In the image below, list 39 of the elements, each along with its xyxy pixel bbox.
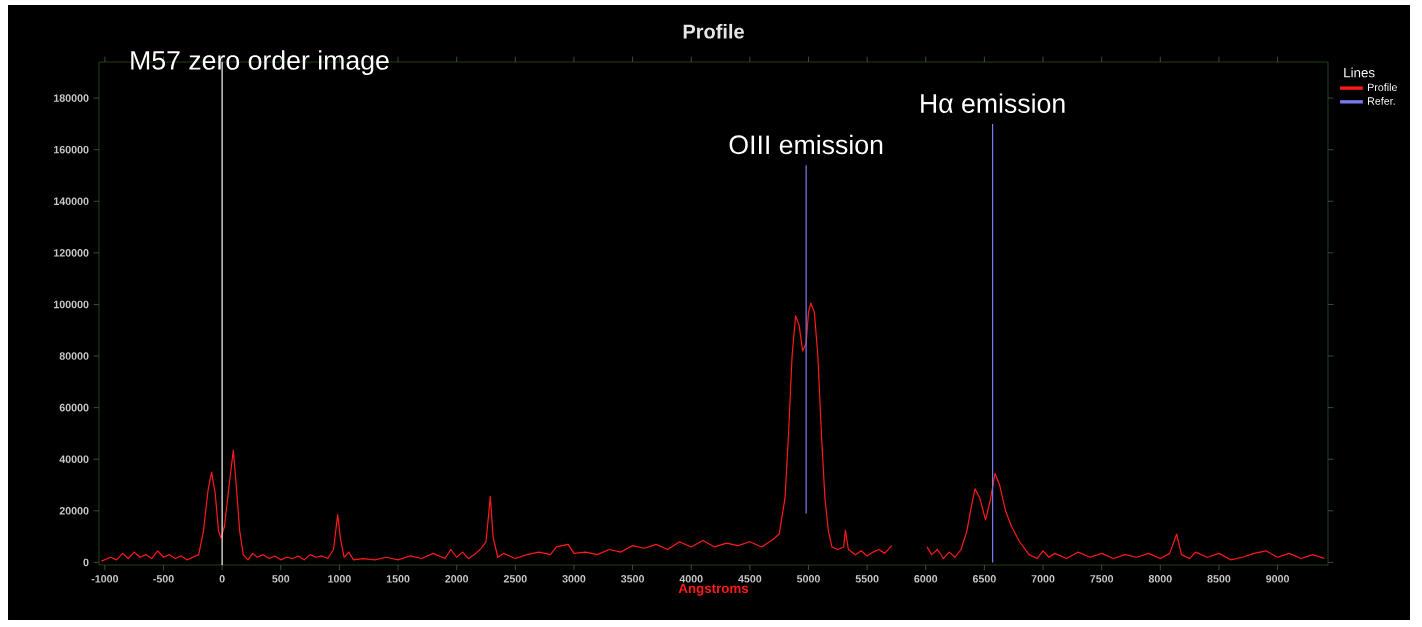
y-tick-label: 160000	[54, 145, 89, 154]
x-tick-label: 2000	[445, 575, 469, 583]
ref-line-label: M57 zero order image	[131, 50, 389, 76]
x-tick-label: 3000	[562, 575, 586, 583]
x-tick-label: 8500	[1207, 575, 1231, 583]
x-tick-label: 1500	[386, 575, 410, 583]
chart-title: Profile	[683, 23, 744, 39]
x-tick-label: 1000	[328, 575, 351, 583]
x-tick-label: 6500	[972, 575, 996, 583]
y-tick-label: 20000	[59, 507, 89, 515]
y-tick-label: 100000	[54, 300, 89, 309]
x-tick-label: 4500	[738, 575, 762, 583]
legend-label: Refer.	[1368, 96, 1395, 105]
legend-label: Profile	[1368, 83, 1397, 92]
x-tick-label: 7500	[1090, 575, 1114, 583]
y-tick-label: 40000	[59, 455, 89, 463]
x-tick-label: 0	[219, 575, 225, 583]
annotation: OIII emission	[729, 134, 883, 155]
x-tick-label: 6000	[914, 575, 938, 583]
x-tick-label: -500	[153, 575, 174, 583]
x-tick-label: 9000	[1266, 575, 1289, 583]
x-axis-title: Angstroms	[678, 583, 749, 596]
x-tick-label: 4000	[679, 575, 703, 583]
y-tick-label: 0	[83, 558, 89, 567]
x-tick-label: 3500	[620, 575, 645, 583]
x-tick-label: 2500	[503, 575, 527, 583]
y-tick-label: 120000	[54, 249, 89, 257]
x-tick-label: 5000	[796, 575, 820, 583]
x-tick-label: -1000	[91, 575, 119, 583]
y-tick-label: 80000	[59, 352, 89, 360]
x-tick-label: 500	[272, 575, 290, 583]
annotation: Hα emission	[921, 93, 1065, 113]
y-tick-label: 60000	[59, 403, 89, 412]
y-tick-label: 180000	[54, 94, 89, 102]
x-tick-label: 8000	[1148, 575, 1172, 583]
x-tick-label: 5500	[855, 575, 879, 583]
x-tick-label: 7000	[1031, 575, 1055, 583]
legend-title: Lines	[1344, 67, 1375, 78]
y-tick-label: 140000	[54, 197, 89, 206]
